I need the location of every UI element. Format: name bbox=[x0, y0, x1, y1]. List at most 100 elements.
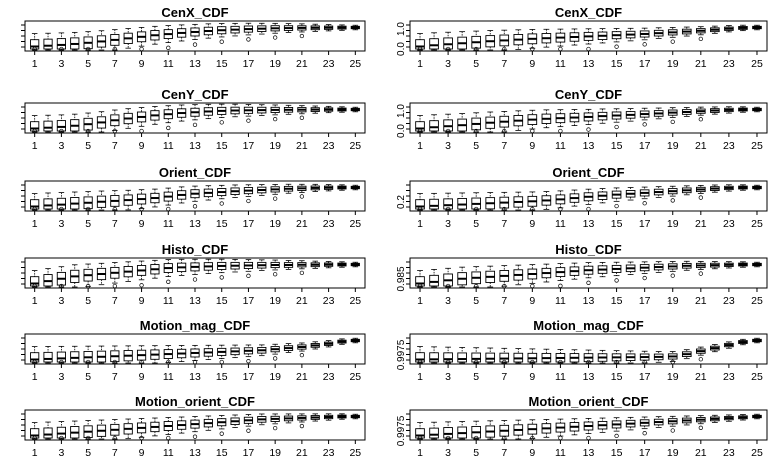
x-tick-label: 25 bbox=[751, 140, 763, 152]
box-22 bbox=[310, 23, 320, 32]
box-11 bbox=[555, 28, 566, 52]
box-6 bbox=[485, 111, 496, 133]
outlier-point bbox=[502, 128, 507, 134]
x-tick-label: 11 bbox=[163, 58, 174, 70]
outlier-point bbox=[273, 196, 278, 201]
outlier-point bbox=[139, 128, 144, 134]
box-14 bbox=[597, 262, 608, 278]
x-tick-label: 3 bbox=[445, 447, 451, 459]
x-tick-label: 9 bbox=[529, 58, 535, 70]
box-19 bbox=[270, 104, 280, 122]
x-tick-label: 7 bbox=[112, 295, 118, 307]
box-17 bbox=[243, 184, 254, 204]
x-tick-label: 3 bbox=[445, 218, 451, 230]
box-22 bbox=[710, 344, 720, 353]
box-7 bbox=[499, 29, 510, 52]
outlier-point bbox=[698, 195, 703, 200]
box-24 bbox=[738, 24, 748, 32]
box-19 bbox=[667, 185, 678, 203]
box-23 bbox=[324, 413, 334, 421]
box-14 bbox=[203, 185, 213, 201]
outlier-point bbox=[85, 359, 91, 365]
x-tick-label: 1 bbox=[417, 58, 423, 70]
box-19 bbox=[667, 351, 678, 365]
x-tick-label: 19 bbox=[269, 218, 281, 230]
outlier-point bbox=[299, 33, 305, 39]
box-12 bbox=[177, 416, 187, 434]
x-tick-label: 19 bbox=[667, 295, 679, 307]
box-21 bbox=[297, 23, 307, 39]
x-tick-label: 21 bbox=[296, 58, 308, 70]
x-tick-label: 19 bbox=[269, 295, 281, 307]
outlier-point bbox=[246, 273, 251, 278]
x-tick-label: 11 bbox=[555, 140, 566, 152]
outlier-point bbox=[586, 206, 591, 212]
x-tick-label: 23 bbox=[723, 58, 735, 70]
x-tick-label: 25 bbox=[349, 295, 361, 307]
x-tick-label: 23 bbox=[723, 295, 735, 307]
box-8 bbox=[513, 110, 524, 131]
box-5 bbox=[471, 112, 481, 134]
box-14 bbox=[597, 417, 608, 433]
x-tick-label: 17 bbox=[243, 58, 255, 70]
x-tick-label: 23 bbox=[723, 447, 735, 459]
x-tick-label: 5 bbox=[473, 218, 479, 230]
box-18 bbox=[257, 259, 267, 272]
x-tick-label: 13 bbox=[583, 140, 595, 152]
x-tick-label: 1 bbox=[417, 371, 423, 383]
box-22 bbox=[710, 184, 720, 193]
outlier-point bbox=[670, 359, 675, 365]
x-tick-label: 19 bbox=[667, 140, 679, 152]
y-tick-label: 1.0 bbox=[396, 104, 407, 118]
box-20 bbox=[283, 23, 294, 33]
box-7 bbox=[110, 109, 120, 134]
box-19 bbox=[270, 259, 280, 277]
box-15 bbox=[611, 28, 622, 49]
box-5 bbox=[83, 31, 93, 52]
box-20 bbox=[681, 185, 692, 196]
outlier-point bbox=[698, 271, 703, 276]
outlier-point bbox=[417, 46, 423, 52]
outlier-point bbox=[32, 128, 37, 134]
box-5 bbox=[471, 420, 481, 441]
box-17 bbox=[639, 27, 650, 47]
box-14 bbox=[597, 188, 608, 204]
outlier-point bbox=[502, 46, 507, 52]
box-19 bbox=[667, 415, 678, 433]
x-tick-label: 25 bbox=[751, 218, 763, 230]
box-1 bbox=[415, 33, 425, 52]
box-21 bbox=[297, 183, 307, 199]
outlier-point bbox=[530, 206, 535, 212]
x-tick-label: 19 bbox=[667, 371, 679, 383]
box-11 bbox=[163, 417, 173, 441]
x-tick-label: 19 bbox=[667, 58, 679, 70]
x-tick-label: 7 bbox=[112, 447, 118, 459]
box-2 bbox=[429, 269, 439, 288]
box-11 bbox=[163, 345, 173, 365]
x-tick-label: 13 bbox=[189, 371, 201, 383]
outlier-point bbox=[139, 46, 144, 52]
x-tick-label: 5 bbox=[85, 218, 91, 230]
outlier-point bbox=[112, 46, 117, 52]
outlier-point bbox=[166, 435, 171, 441]
box-7 bbox=[499, 111, 510, 134]
box-20 bbox=[681, 107, 692, 117]
x-tick-label: 3 bbox=[58, 295, 64, 307]
box-6 bbox=[96, 190, 107, 211]
box-25 bbox=[350, 413, 360, 420]
box-4 bbox=[70, 420, 80, 440]
box-18 bbox=[653, 351, 664, 363]
x-tick-label: 21 bbox=[296, 218, 308, 230]
box-6 bbox=[96, 419, 107, 440]
x-tick-label: 9 bbox=[139, 447, 145, 459]
x-tick-label: 19 bbox=[667, 218, 679, 230]
x-tick-label: 3 bbox=[445, 295, 451, 307]
box-14 bbox=[597, 28, 608, 44]
outlier-point bbox=[32, 46, 37, 52]
box-19 bbox=[667, 27, 678, 44]
x-tick-label: 19 bbox=[269, 447, 281, 459]
box-24 bbox=[337, 106, 347, 113]
